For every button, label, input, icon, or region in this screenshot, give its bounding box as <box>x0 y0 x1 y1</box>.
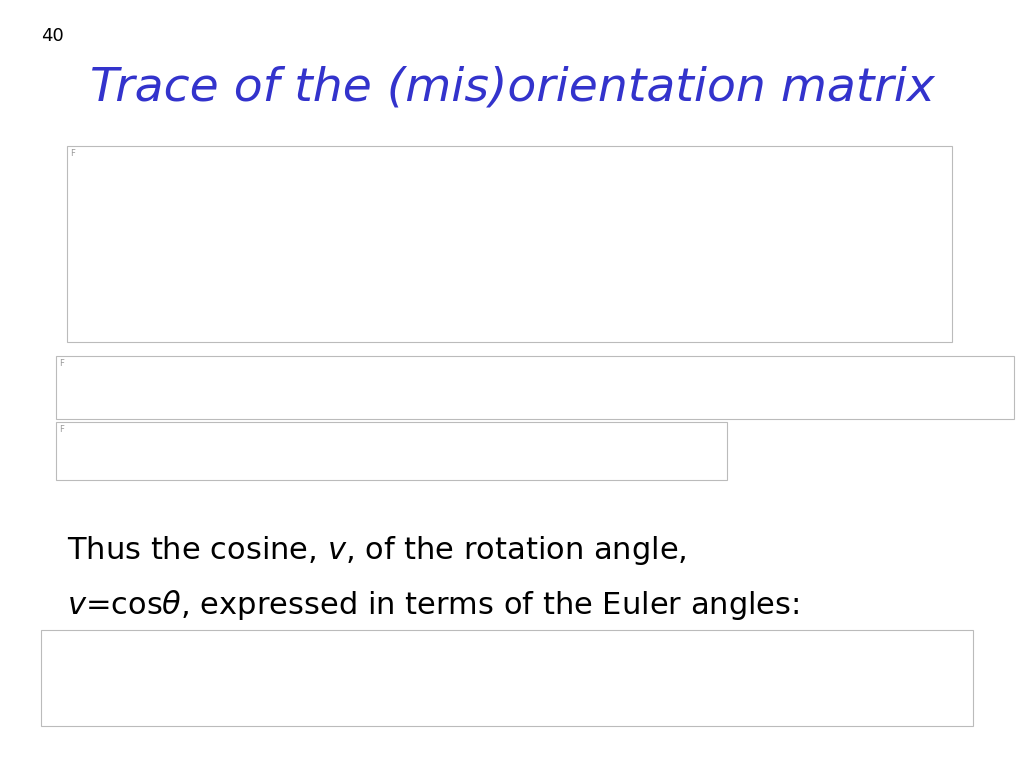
Text: Thus the cosine, $v$, of the rotation angle,: Thus the cosine, $v$, of the rotation an… <box>67 534 686 567</box>
FancyBboxPatch shape <box>56 422 727 480</box>
Text: F: F <box>59 425 65 435</box>
Text: 40: 40 <box>41 27 63 45</box>
FancyBboxPatch shape <box>56 356 1014 419</box>
Text: F: F <box>59 359 65 368</box>
FancyBboxPatch shape <box>41 630 973 726</box>
Text: F: F <box>70 149 75 158</box>
Text: Trace of the (mis)orientation matrix: Trace of the (mis)orientation matrix <box>89 65 935 111</box>
FancyBboxPatch shape <box>67 146 952 342</box>
Text: $v$=cos$\theta$, expressed in terms of the Euler angles:: $v$=cos$\theta$, expressed in terms of t… <box>67 588 799 621</box>
